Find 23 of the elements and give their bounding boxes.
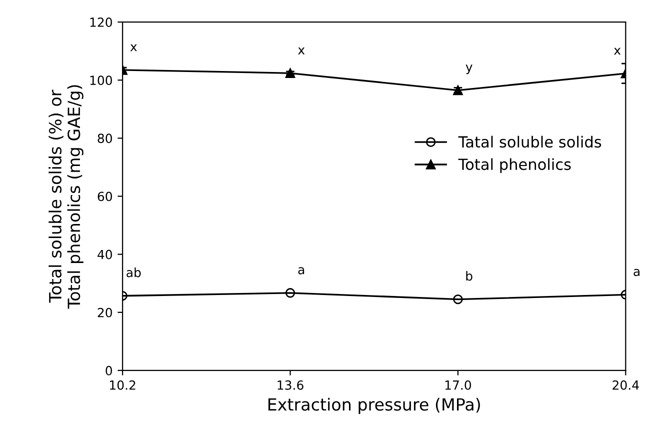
x-tick-label: 13.6 (278, 380, 304, 390)
x-axis-title: Extraction pressure (MPa) (268, 398, 480, 414)
annotation: x (130, 44, 137, 52)
legend-label: Tatal soluble solids (458, 136, 602, 148)
y-tick-label: 120 (90, 18, 112, 27)
annotation: y (466, 64, 472, 74)
y-tick-label: 20 (98, 308, 112, 318)
y-tick-label: 80 (98, 134, 112, 144)
annotation: x (614, 48, 621, 55)
x-tick-label: 20.4 (612, 380, 639, 390)
y-axis-title: Total soluble solids (%) or Total phenolics (mg GAE/g) (48, 85, 84, 309)
annotation: ab (126, 268, 141, 278)
y-tick-label: 40 (98, 250, 112, 260)
annotation: b (466, 271, 472, 281)
legend-label: Total phenolics (458, 158, 571, 174)
y-tick-label: 0 (106, 366, 112, 376)
x-tick-label: 10.2 (110, 380, 136, 390)
annotation: x (298, 48, 305, 54)
y-tick-label: 100 (90, 76, 112, 86)
y-tick-label: 60 (98, 192, 112, 202)
annotation: a (298, 267, 304, 274)
x-tick-label: 17.0 (445, 380, 472, 390)
text: a (634, 268, 640, 276)
